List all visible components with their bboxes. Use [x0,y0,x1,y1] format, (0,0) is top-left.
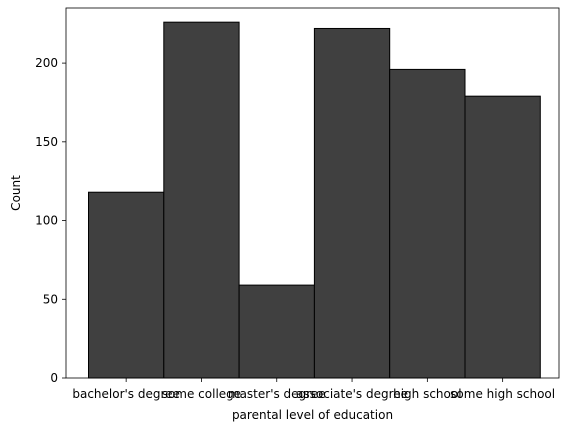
y-axis: 0 50 100 150 200 [35,56,66,385]
bar-3 [313,27,391,379]
y-tick-label: 200 [35,56,58,70]
y-tick-label: 100 [35,214,58,228]
plot-frame [65,7,560,379]
x-tick-label: bachelor's degree [72,387,180,401]
bar-4 [389,68,466,379]
x-tick-label: some high school [450,387,555,401]
x-axis-label: parental level of education [232,408,393,422]
x-tick-label: high school [393,387,461,401]
x-tick-label: associate's degree [296,387,408,401]
x-tick-label: master's degree [228,387,326,401]
x-tick-label: some college [162,387,241,401]
bar-0 [88,191,165,379]
bar-2 [238,284,315,379]
y-tick-label: 50 [43,292,58,306]
bars-group [88,21,541,379]
y-axis-label: Count [9,175,23,211]
bar-5 [464,95,541,379]
y-tick-label: 0 [50,371,58,385]
y-tick-label: 150 [35,135,58,149]
bar-1 [163,21,240,379]
